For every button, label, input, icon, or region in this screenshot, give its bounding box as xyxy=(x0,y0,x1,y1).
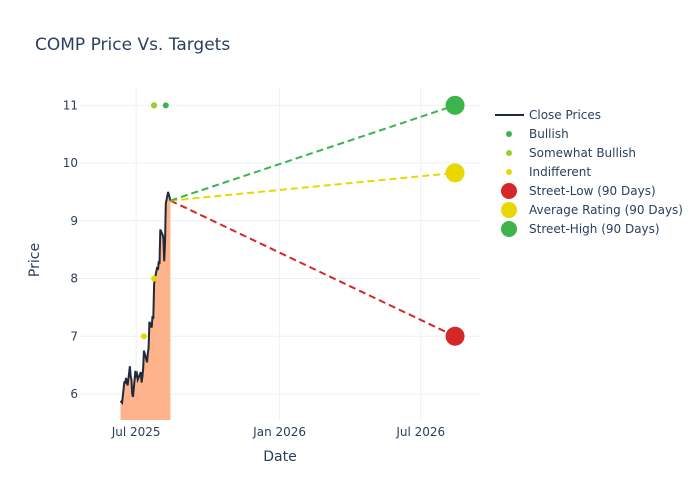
rating-point xyxy=(140,333,147,340)
rating-point xyxy=(151,275,158,282)
legend-label: Indifferent xyxy=(529,165,591,179)
legend-label: Bullish xyxy=(529,127,569,141)
legend-item[interactable]: Average Rating (90 Days) xyxy=(501,202,683,218)
legend-item[interactable]: Street-High (90 Days) xyxy=(501,221,660,237)
legend-dot-swatch xyxy=(506,131,512,137)
y-tick-label: 7 xyxy=(70,329,78,343)
x-tick-label: Jul 2026 xyxy=(395,425,445,439)
legend-label: Street-High (90 Days) xyxy=(529,222,660,236)
target-line xyxy=(170,199,456,338)
legend-label: Close Prices xyxy=(529,108,601,122)
legend-dot-swatch xyxy=(506,150,512,156)
x-tick-label: Jul 2025 xyxy=(111,425,161,439)
x-tick-label: Jan 2026 xyxy=(252,425,306,439)
y-tick-label: 8 xyxy=(70,272,78,286)
legend[interactable]: Close Prices Bullish Somewhat Bullish Indif… xyxy=(495,108,683,237)
legend-label: Somewhat Bullish xyxy=(529,146,636,160)
legend-label: Street-Low (90 Days) xyxy=(529,184,656,198)
legend-item[interactable]: Indifferent xyxy=(506,165,591,179)
target-line xyxy=(170,171,456,202)
legend-item[interactable]: Close Prices xyxy=(495,108,601,122)
target-point xyxy=(445,163,465,183)
y-tick-label: 6 xyxy=(70,387,78,401)
close-price-area xyxy=(120,191,171,420)
plot-area xyxy=(119,95,465,420)
x-axis-ticks: Jul 2025 Jan 2026 Jul 2026 xyxy=(111,425,445,439)
target-point xyxy=(445,95,465,115)
legend-circle-swatch xyxy=(501,183,517,199)
y-tick-label: 9 xyxy=(70,214,78,228)
y-axis-title: Price xyxy=(27,243,43,277)
legend-dot-swatch xyxy=(506,169,512,175)
y-tick-label: 11 xyxy=(63,98,78,112)
chart-title: COMP Price Vs. Targets xyxy=(35,35,230,55)
rating-point xyxy=(151,102,158,109)
legend-item[interactable]: Street-Low (90 Days) xyxy=(501,183,656,199)
legend-item[interactable]: Somewhat Bullish xyxy=(506,146,636,160)
legend-circle-swatch xyxy=(501,221,517,237)
target-point xyxy=(445,326,465,346)
y-tick-label: 10 xyxy=(63,156,78,170)
legend-circle-swatch xyxy=(501,202,517,218)
x-axis-title: Date xyxy=(263,449,296,465)
rating-point xyxy=(162,102,169,109)
legend-item[interactable]: Bullish xyxy=(506,127,569,141)
legend-label: Average Rating (90 Days) xyxy=(529,203,683,217)
close-price-line xyxy=(119,191,172,406)
target-line xyxy=(170,104,456,202)
y-axis-ticks: 6 7 8 9 10 11 xyxy=(63,98,78,401)
